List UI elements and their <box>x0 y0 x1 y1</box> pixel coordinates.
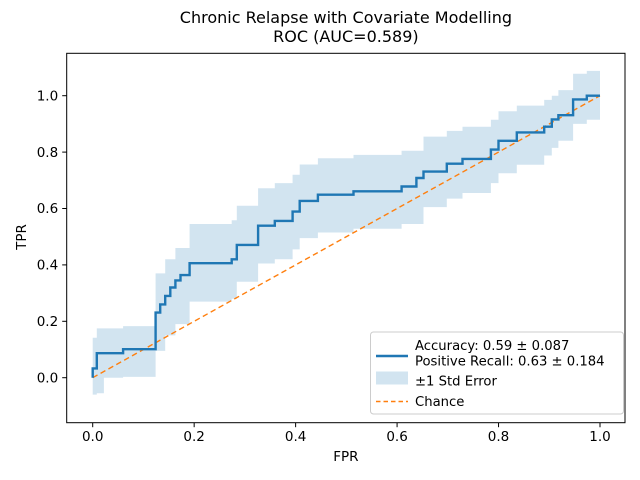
legend-chance-label: Chance <box>415 395 464 410</box>
legend: Accuracy: 0.59 ± 0.087 Positive Recall: … <box>370 331 624 415</box>
legend-recall-label: Positive Recall: 0.63 ± 0.184 <box>415 355 605 370</box>
y-tick-label: 0.2 <box>37 314 58 330</box>
chart-title-line2: ROC (AUC=0.589) <box>273 27 419 46</box>
x-tick-label: 0.6 <box>386 429 407 445</box>
axes-frame <box>66 52 626 424</box>
legend-std-error-label: ±1 Std Error <box>415 375 497 390</box>
x-tick-label: 0.4 <box>285 429 306 445</box>
legend-accuracy-label: Accuracy: 0.59 ± 0.087 <box>415 339 569 354</box>
x-tick-label: 0.8 <box>488 429 509 445</box>
y-tick-label: 0.4 <box>37 258 58 274</box>
roc-curve <box>91 94 600 378</box>
x-tick-label: 0.2 <box>183 429 204 445</box>
y-tick-label: 0.6 <box>37 201 58 217</box>
chart-title-line1: Chronic Relapse with Covariate Modelling <box>180 8 512 27</box>
chance-line <box>92 95 601 379</box>
legend-box <box>370 331 624 415</box>
y-tick-label: 1.0 <box>37 88 58 104</box>
x-tick-label: 0.0 <box>82 429 103 445</box>
std-error-band <box>92 70 600 395</box>
legend-std-error-patch-sample <box>376 371 408 385</box>
x-tick-label: 1.0 <box>589 429 610 445</box>
y-axis-label: TPR <box>14 224 30 251</box>
y-tick-label: 0.8 <box>37 145 58 161</box>
x-axis-label: FPR <box>333 449 358 465</box>
plot-area: 0.0 0.2 0.4 0.6 0.8 1.0 0.0 0.2 0.4 0.6 0.8 1.0 <box>37 52 626 445</box>
y-tick-label: 0.0 <box>37 370 58 386</box>
